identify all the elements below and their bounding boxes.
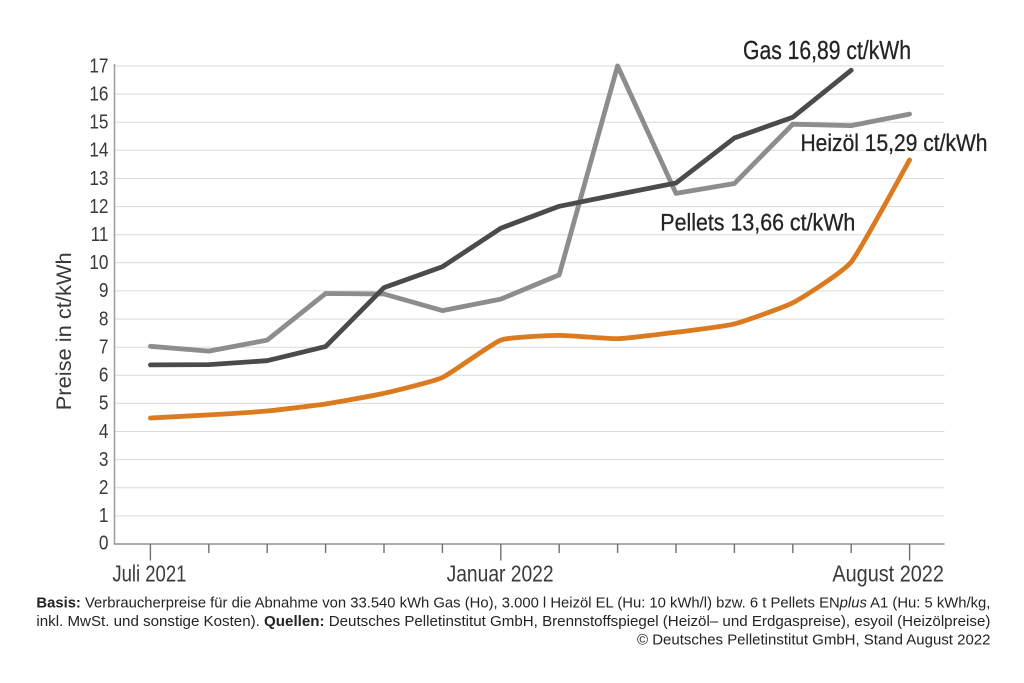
svg-text:© Deutsches Pelletinstitut Gmb: © Deutsches Pelletinstitut GmbH, Stand A… [637, 633, 991, 649]
svg-text:2: 2 [99, 477, 109, 500]
svg-text:Heizöl 15,29 ct/kWh: Heizöl 15,29 ct/kWh [801, 130, 988, 157]
svg-text:Pellets 13,66 ct/kWh: Pellets 13,66 ct/kWh [660, 210, 855, 237]
svg-text:13: 13 [89, 167, 108, 190]
svg-text:4: 4 [99, 420, 109, 443]
svg-text:16: 16 [89, 83, 108, 106]
svg-text:Juli 2021: Juli 2021 [112, 561, 186, 587]
svg-text:Preise in ct/kWh: Preise in ct/kWh [52, 252, 76, 410]
svg-text:6: 6 [99, 364, 109, 387]
svg-text:7: 7 [99, 336, 109, 359]
svg-text:Gas 16,89 ct/kWh: Gas 16,89 ct/kWh [743, 35, 911, 65]
svg-text:12: 12 [89, 196, 108, 219]
svg-text:8: 8 [99, 308, 109, 331]
svg-text:0: 0 [99, 532, 109, 555]
svg-text:15: 15 [89, 111, 108, 134]
svg-text:10: 10 [89, 252, 108, 275]
svg-text:17: 17 [89, 55, 108, 78]
svg-text:3: 3 [99, 449, 109, 472]
svg-text:Januar 2022: Januar 2022 [447, 561, 554, 587]
svg-text:11: 11 [91, 224, 109, 247]
svg-text:August 2022: August 2022 [832, 561, 944, 587]
svg-text:1: 1 [99, 505, 109, 528]
svg-text:9: 9 [99, 280, 109, 303]
svg-text:5: 5 [99, 392, 109, 415]
svg-text:14: 14 [89, 139, 108, 162]
svg-text:Basis: Verbraucherpreise für d: Basis: Verbraucherpreise für die Abnahme… [36, 596, 990, 612]
svg-text:inkl. MwSt. und sonstige Koste: inkl. MwSt. und sonstige Kosten). Quelle… [36, 614, 990, 630]
